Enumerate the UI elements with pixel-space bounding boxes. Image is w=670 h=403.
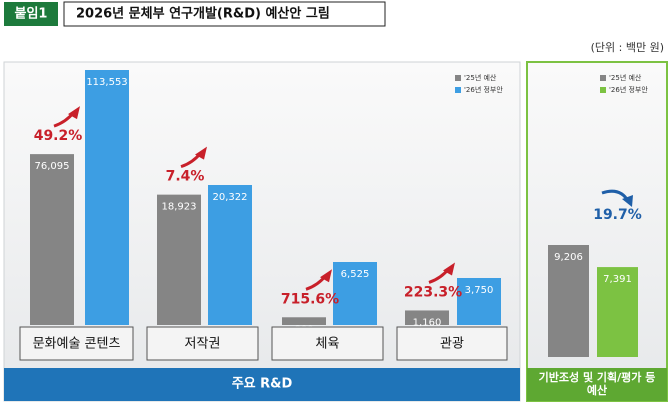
- bar-value-label: 9,206: [554, 252, 583, 263]
- tag: 붙임1: [15, 7, 48, 22]
- category-box: [271, 326, 384, 361]
- bar: [30, 154, 74, 325]
- category-box: [146, 326, 259, 361]
- legend-swatch: [455, 87, 461, 93]
- category-box: [19, 326, 134, 361]
- category-label: 문화예술 콘텐츠: [33, 337, 121, 352]
- legend-label: '26년 정부안: [609, 85, 648, 94]
- change-label: 19.7%: [593, 207, 642, 223]
- footer-label: 기반조성 및 기획/평가 등 예산: [539, 370, 656, 397]
- bar: [405, 310, 449, 325]
- arrow-head: [622, 195, 633, 207]
- bar: [548, 245, 589, 357]
- bar-value-label: 6,525: [341, 269, 370, 280]
- category-label: 저작권: [185, 337, 221, 352]
- legend-label: '25년 예산: [464, 73, 497, 82]
- bar-value-label: 7,391: [603, 274, 632, 285]
- bar-value-label: 113,553: [86, 77, 127, 88]
- bar: [157, 194, 201, 325]
- title-box: [63, 1, 386, 27]
- change-label: 7.4%: [166, 169, 205, 185]
- arrow-head: [68, 106, 80, 120]
- change-label: 223.3%: [404, 284, 462, 300]
- bar-value-label: 18,923: [162, 202, 197, 213]
- bar-value-label: 1,160: [413, 317, 442, 328]
- bar: [597, 267, 638, 357]
- footer-label: 주요 R&D: [232, 377, 293, 392]
- main-footer-bar: [4, 368, 520, 401]
- arrow-head: [320, 269, 332, 283]
- bar: [282, 317, 326, 325]
- arrow-head: [443, 262, 455, 276]
- legend-label: '25년 예산: [609, 73, 642, 82]
- unit: (단위 : 백만 원): [591, 41, 664, 54]
- arrow-head: [195, 146, 207, 160]
- side-footer-bar: [527, 368, 667, 401]
- title: 2026년 문체부 연구개발(R&D) 예산안 그림: [76, 6, 330, 22]
- bar-value-label: 76,095: [35, 161, 70, 172]
- bar: [208, 185, 252, 325]
- bar: [457, 278, 501, 325]
- tag-box: [4, 2, 58, 26]
- category-box: [396, 326, 508, 361]
- bar: [85, 70, 129, 325]
- legend-swatch: [455, 75, 461, 81]
- bar-value-label: 3,750: [465, 285, 494, 296]
- category-label: 관광: [440, 337, 464, 352]
- bar: [333, 262, 377, 325]
- change-label: 715.6%: [281, 291, 339, 307]
- legend-swatch: [600, 75, 606, 81]
- category-label: 체육: [316, 337, 340, 352]
- change-label: 49.2%: [34, 128, 83, 144]
- legend-label: '26년 정부안: [464, 85, 503, 94]
- legend-swatch: [600, 87, 606, 93]
- bar-value-label: 20,322: [213, 192, 248, 203]
